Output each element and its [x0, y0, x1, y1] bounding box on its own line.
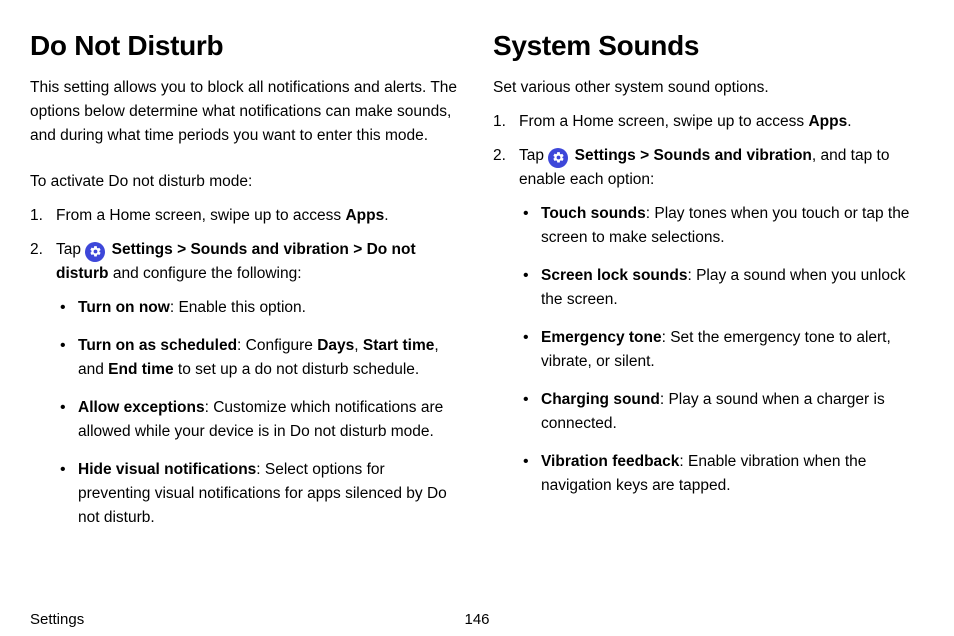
option-vibration-feedback: Vibration feedback: Enable vibration whe…: [519, 450, 924, 498]
page-footer: Settings 146: [30, 611, 924, 628]
option-hide-visual: Hide visual notifications: Select option…: [56, 458, 461, 530]
lead-dnd: To activate Do not disturb mode:: [30, 170, 461, 194]
option-touch-sounds: Touch sounds: Play tones when you touch …: [519, 202, 924, 250]
opt-start: Start time: [363, 337, 435, 354]
chevron-icon: >: [349, 241, 367, 258]
step1-pre: From a Home screen, swipe up to access: [56, 207, 345, 224]
step2-sounds-vibration: Sounds and vibration: [653, 147, 811, 164]
step1-apps: Apps: [345, 207, 384, 224]
opt-title: Turn on as scheduled: [78, 337, 237, 354]
option-emergency-tone: Emergency tone: Set the emergency tone t…: [519, 326, 924, 374]
step-1: From a Home screen, swipe up to access A…: [30, 204, 461, 228]
options-system-sounds: Touch sounds: Play tones when you touch …: [519, 202, 924, 498]
opt-title: Turn on now: [78, 299, 170, 316]
heading-dnd: Do Not Disturb: [30, 30, 461, 62]
opt-end: End time: [108, 361, 173, 378]
opt-title: Charging sound: [541, 391, 660, 408]
column-right: System Sounds Set various other system s…: [493, 30, 924, 544]
step2-sounds-vibration: Sounds and vibration: [190, 241, 348, 258]
step1-post: .: [384, 207, 388, 224]
opt-desc: ,: [354, 337, 363, 354]
footer-spacer: [490, 611, 924, 628]
footer-page-number: 146: [464, 611, 489, 628]
opt-title: Hide visual notifications: [78, 461, 256, 478]
settings-gear-icon: [85, 242, 105, 262]
step-1: From a Home screen, swipe up to access A…: [493, 110, 924, 134]
opt-title: Vibration feedback: [541, 453, 679, 470]
opt-desc: : Enable this option.: [170, 299, 306, 316]
option-allow-exceptions: Allow exceptions: Customize which notifi…: [56, 396, 461, 444]
heading-system-sounds: System Sounds: [493, 30, 924, 62]
opt-desc: to set up a do not disturb schedule.: [174, 361, 420, 378]
opt-title: Touch sounds: [541, 205, 646, 222]
options-dnd: Turn on now: Enable this option. Turn on…: [56, 296, 461, 530]
step2-tail: and configure the following:: [109, 265, 302, 282]
steps-system-sounds: From a Home screen, swipe up to access A…: [493, 110, 924, 498]
step2-settings: Settings: [575, 147, 636, 164]
settings-gear-icon: [548, 148, 568, 168]
step2-tap: Tap: [519, 147, 548, 164]
column-left: Do Not Disturb This setting allows you t…: [30, 30, 461, 544]
step1-post: .: [847, 113, 851, 130]
step2-settings: Settings: [112, 241, 173, 258]
step-2: Tap Settings > Sounds and vibration > Do…: [30, 238, 461, 530]
chevron-icon: >: [636, 147, 654, 164]
step1-pre: From a Home screen, swipe up to access: [519, 113, 808, 130]
opt-title: Emergency tone: [541, 329, 662, 346]
intro-system-sounds: Set various other system sound options.: [493, 76, 924, 100]
opt-title: Allow exceptions: [78, 399, 205, 416]
content-columns: Do Not Disturb This setting allows you t…: [30, 30, 924, 544]
step1-apps: Apps: [808, 113, 847, 130]
step2-tap: Tap: [56, 241, 85, 258]
opt-desc: : Configure: [237, 337, 317, 354]
option-turn-on-scheduled: Turn on as scheduled: Configure Days, St…: [56, 334, 461, 382]
opt-title: Screen lock sounds: [541, 267, 687, 284]
opt-days: Days: [317, 337, 354, 354]
chevron-icon: >: [173, 241, 191, 258]
step-2: Tap Settings > Sounds and vibration, and…: [493, 144, 924, 498]
footer-section: Settings: [30, 611, 464, 628]
option-screen-lock-sounds: Screen lock sounds: Play a sound when yo…: [519, 264, 924, 312]
intro-dnd: This setting allows you to block all not…: [30, 76, 461, 148]
steps-dnd: From a Home screen, swipe up to access A…: [30, 204, 461, 530]
option-turn-on-now: Turn on now: Enable this option.: [56, 296, 461, 320]
option-charging-sound: Charging sound: Play a sound when a char…: [519, 388, 924, 436]
